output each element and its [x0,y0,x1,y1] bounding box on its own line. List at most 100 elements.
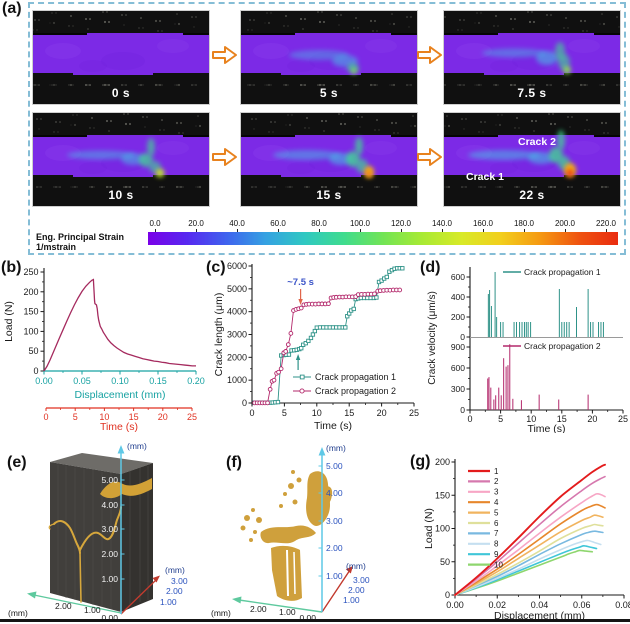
y-tick-label: 0 [33,366,38,376]
y-axis-title: Crack length (μm) [213,293,225,377]
legend-label: Crack propagation 2 [524,341,601,351]
colorbar-tick-mark [524,229,525,232]
x-axis-line [120,578,158,615]
x-axis-title: Time (s) [527,423,565,433]
specimen-strip [444,73,620,104]
tick-label: (mm) [346,561,366,571]
legend-label: 4 [494,498,499,507]
load-curve [43,278,196,372]
marker [275,399,281,405]
x-tick-label: 0.05 [73,376,91,386]
legend-label: 3 [494,488,499,497]
colorbar-tick: 120.0 [390,219,412,228]
tick-label: 3.00 [326,516,343,526]
colorbar-tick-mark [401,229,402,232]
strain-hotspot [121,153,145,165]
x-axis-title: Time (s) [314,420,352,432]
colorbar-tick-mark [196,229,197,232]
crack-3d-render: 5.004.003.002.001.000.00(mm)(mm)3.002.00… [211,443,370,623]
time-label: 0 s [111,86,131,100]
time-axis-title: Time (s) [100,421,138,433]
strain-map-image [33,11,209,104]
colorbar-tick: 20.0 [188,219,204,228]
x-axis-title: Displacement (mm) [74,389,165,401]
chart-load-displacement-cycles: 0 50 100 150 200 0.00 0.02 0.04 0.06 0.08 Load (N)… [423,457,630,622]
marker [288,331,294,336]
tick-label: 0.00 [299,613,316,623]
colorbar-tick: 140.0 [431,219,453,228]
tick-label: 2.00 [55,601,72,611]
y-axis-title: Load (N) [3,301,15,342]
tick-label: 4.00 [326,488,343,498]
y-tick-label: 0 [460,332,465,342]
x-tick-label: 5 [282,408,287,418]
marker [265,400,270,406]
strain-hotspot [536,51,558,65]
tick-label: 1.00 [326,571,343,581]
y-tick-label: 900 [451,342,465,352]
strain-hotspot [139,153,153,167]
x-tick-label: 20 [377,408,387,418]
strain-map-image [241,11,417,104]
axis-tick-labels: 5.004.003.002.001.000.00(mm)(mm)3.002.00… [8,441,188,623]
strain-hotspot [563,66,571,74]
colorbar-gradient-bar [148,232,618,245]
colorbar-tick: 80.0 [311,219,327,228]
marker [372,291,377,297]
x-tick-label: 0.10 [111,376,129,386]
load-curve-8 [454,539,602,596]
block-front-face [50,462,121,612]
colorbar-tick: 220.0 [595,219,617,228]
marker [312,328,318,334]
panel-a-label: (a) [2,0,22,17]
time-tick-label: 15 [129,412,139,422]
specimen-strip [241,175,417,206]
x-tick-label: 0.15 [149,376,167,386]
time-label: 22 s [519,188,545,202]
strain-map-15s: 15 s [240,112,418,207]
y-tick-label: 600 [451,272,465,282]
colorbar-tick-mark [565,229,566,232]
tick-label: 1.00 [279,607,296,617]
legend-label: 2 [494,477,499,486]
tick-label: 2.00 [166,586,183,596]
x-axis-arrow-icon [345,566,353,574]
tick-label: (mm) [326,443,346,453]
marker [283,349,289,354]
legend-marker [299,374,305,380]
specimen-strip [33,11,209,33]
colorbar-tick: 40.0 [229,219,245,228]
strain-hotspot [355,137,363,155]
colorbar-tick: 60.0 [270,219,286,228]
ct-volume-render: 5.004.003.002.001.000.00(mm)(mm)3.002.00… [8,441,188,623]
legend-marker [299,388,305,394]
colorbar-tick-mark [237,229,238,232]
load-curve-5 [454,514,604,596]
tick-label: 2.00 [326,543,343,553]
marker [374,295,379,300]
strain-map-0s: 0 s [32,10,210,105]
colorbar-title: Eng. Principal Strain 1/mstrain [36,232,125,252]
y-tick-label: 150 [435,490,450,500]
y-axis-title: Load (N) [423,508,435,549]
marker [271,377,277,383]
y-tick-label: 100 [23,326,38,336]
specimen-strip [33,113,209,135]
strain-map-10s: 10 s [32,112,210,207]
marker [299,346,304,351]
marker [351,306,356,312]
x-tick-label: 10 [312,408,322,418]
colorbar-tick: 0.0 [149,219,161,228]
strain-map-7-5s: 7.5 s [443,10,621,105]
x-tick-label: 0.04 [531,600,549,610]
annotation-7-5s: ~7.5 s [287,277,314,288]
x-tick-label: 15 [344,408,354,418]
tick-label: 4.00 [101,500,118,510]
x-tick-label: 0.02 [488,600,506,610]
load-curve-2 [454,475,606,596]
y-axis-line [238,599,323,613]
x-tick-label: 15 [557,414,567,424]
marker [276,369,281,375]
y-axis-arrow-icon [232,596,242,604]
